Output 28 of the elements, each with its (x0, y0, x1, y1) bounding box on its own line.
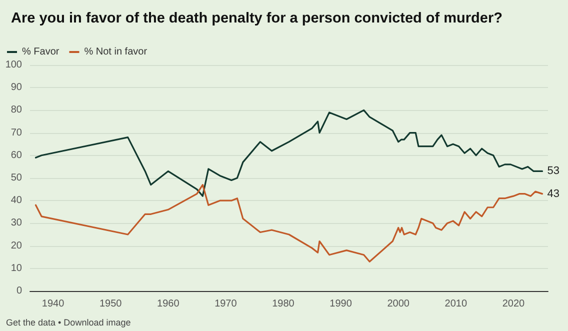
legend-label: % Favor (22, 46, 60, 58)
y-tick-label: 50 (10, 172, 22, 184)
y-tick-label: 80 (10, 104, 22, 116)
x-tick-label: 2010 (444, 298, 468, 310)
line-series (34, 109, 544, 197)
legend-label: % Not in favor (84, 46, 148, 58)
y-tick-label: 30 (10, 218, 22, 229)
data-label: 53 (547, 165, 560, 178)
y-tick-label: 60 (10, 150, 22, 161)
y-tick-label: 90 (10, 82, 22, 94)
x-tick-label: 1980 (272, 298, 295, 310)
x-tick-label: 1950 (99, 298, 122, 310)
x-tick-label: 2020 (502, 298, 526, 310)
data-label: 43 (547, 188, 560, 200)
y-tick-label: 40 (10, 195, 22, 206)
y-tick-label: 70 (10, 127, 22, 138)
x-tick-label: 1960 (157, 298, 180, 310)
text: Get the data • Download image (6, 318, 131, 328)
y-tick-label: 100 (5, 60, 22, 70)
x-tick-label: 2000 (387, 298, 410, 310)
x-tick-label: 1940 (42, 298, 65, 310)
x-tick-label: 1970 (214, 298, 238, 310)
y-tick-label: 0 (16, 286, 22, 296)
y-tick-label: 20 (10, 240, 22, 252)
x-tick-label: 1990 (330, 298, 352, 310)
y-tick-label: 10 (10, 262, 22, 274)
chart-title: Are you in favor of the death penalty for a person convicted of murder? (11, 10, 503, 26)
line-series (34, 184, 544, 262)
